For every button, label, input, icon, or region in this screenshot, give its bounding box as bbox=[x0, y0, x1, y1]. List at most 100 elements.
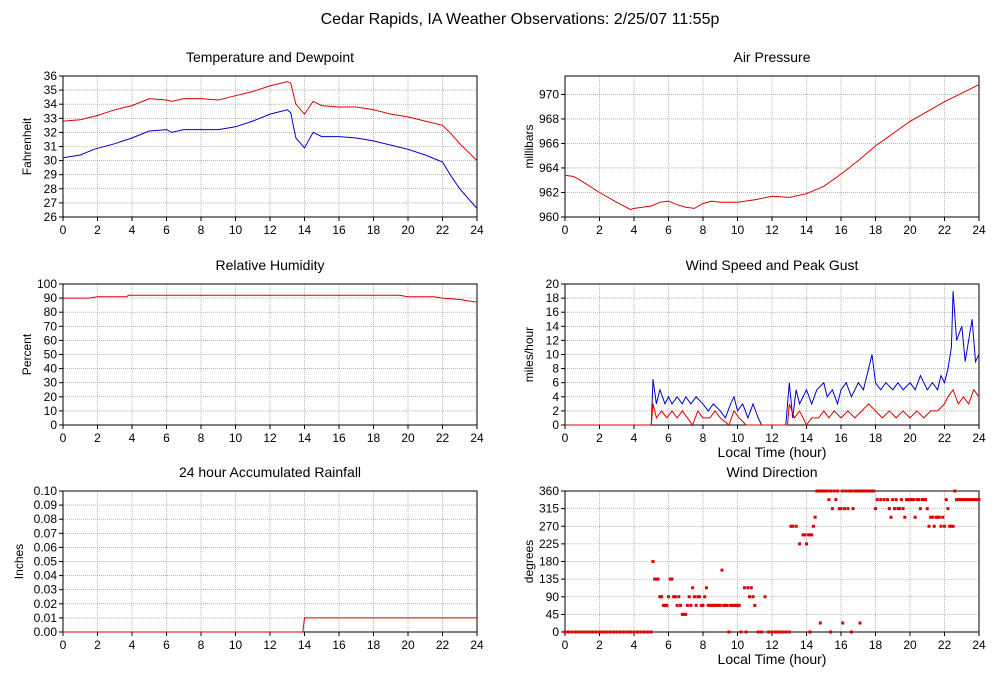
x-tick-label: 12 bbox=[765, 223, 779, 237]
y-tick-label: 16 bbox=[546, 305, 560, 319]
data-point bbox=[860, 489, 864, 493]
data-point bbox=[961, 498, 965, 502]
data-point bbox=[756, 630, 760, 634]
data-point bbox=[789, 524, 793, 528]
x-tick-label: 8 bbox=[700, 431, 707, 445]
data-point bbox=[675, 603, 679, 607]
x-tick-label: 10 bbox=[229, 431, 243, 445]
data-point bbox=[570, 630, 574, 634]
y-tick-label: 45 bbox=[546, 607, 560, 621]
x-tick-label: 10 bbox=[731, 431, 745, 445]
data-point bbox=[934, 515, 938, 519]
data-point bbox=[722, 603, 726, 607]
data-point bbox=[967, 498, 971, 502]
x-tick-label: 20 bbox=[903, 638, 917, 652]
data-point bbox=[770, 630, 774, 634]
x-tick-label: 14 bbox=[298, 638, 312, 652]
x-tick-label: 16 bbox=[332, 638, 346, 652]
series-line-0 bbox=[565, 291, 980, 426]
y-tick-label: 0.09 bbox=[34, 498, 58, 512]
data-point bbox=[841, 621, 845, 625]
data-point bbox=[611, 630, 615, 634]
data-point bbox=[767, 630, 771, 634]
y-tick-label: 90 bbox=[44, 291, 58, 305]
data-point bbox=[679, 603, 683, 607]
data-point bbox=[808, 630, 812, 634]
data-point bbox=[566, 630, 570, 634]
data-point bbox=[863, 489, 867, 493]
x-tick-label: 24 bbox=[972, 431, 986, 445]
y-tick-label: 966 bbox=[539, 136, 559, 150]
data-point bbox=[727, 630, 731, 634]
data-point bbox=[953, 489, 957, 493]
x-tick-label: 8 bbox=[198, 638, 205, 652]
data-point bbox=[974, 498, 978, 502]
y-tick-label: 0.04 bbox=[34, 569, 58, 583]
data-point bbox=[748, 595, 752, 599]
data-point bbox=[615, 630, 619, 634]
data-point bbox=[704, 586, 708, 590]
y-tick-label: 0 bbox=[50, 418, 57, 432]
x-tick-label: 10 bbox=[229, 223, 243, 237]
data-point bbox=[703, 595, 707, 599]
x-tick-label: 12 bbox=[765, 431, 779, 445]
data-point bbox=[673, 595, 677, 599]
x-tick-label: 2 bbox=[94, 638, 101, 652]
data-point bbox=[708, 603, 712, 607]
data-point bbox=[694, 603, 698, 607]
x-tick-label: 2 bbox=[94, 431, 101, 445]
data-point bbox=[908, 498, 912, 502]
data-point bbox=[642, 630, 646, 634]
plot-frame bbox=[62, 75, 478, 218]
data-point bbox=[725, 603, 729, 607]
data-point bbox=[692, 595, 696, 599]
data-point bbox=[577, 630, 581, 634]
data-point bbox=[832, 489, 836, 493]
data-point bbox=[868, 489, 872, 493]
y-tick-label: 0.01 bbox=[34, 611, 58, 625]
y-tick-label: 30 bbox=[44, 154, 58, 168]
data-point bbox=[975, 498, 979, 502]
data-point bbox=[732, 603, 736, 607]
data-point bbox=[894, 498, 898, 502]
data-point bbox=[667, 595, 670, 599]
y-tick-label: 18 bbox=[546, 291, 560, 305]
data-point bbox=[968, 498, 972, 502]
data-point bbox=[899, 498, 903, 502]
data-point bbox=[956, 498, 960, 502]
x-tick-label: 2 bbox=[596, 638, 603, 652]
data-point bbox=[849, 630, 853, 634]
data-point bbox=[808, 533, 812, 537]
data-point bbox=[801, 533, 805, 537]
data-point bbox=[791, 524, 795, 528]
data-point bbox=[737, 603, 741, 607]
data-point bbox=[948, 524, 952, 528]
chart-title: Wind Speed and Peak Gust bbox=[686, 257, 859, 273]
data-point bbox=[915, 498, 919, 502]
y-tick-label: 14 bbox=[546, 319, 560, 333]
data-point bbox=[901, 507, 905, 511]
y-tick-label: 0 bbox=[552, 625, 559, 639]
data-point bbox=[844, 489, 848, 493]
y-tick-label: 960 bbox=[539, 210, 559, 224]
data-point bbox=[870, 489, 874, 493]
y-tick-label: 968 bbox=[539, 112, 559, 126]
data-point bbox=[825, 489, 829, 493]
x-tick-label: 18 bbox=[367, 223, 381, 237]
data-point bbox=[805, 542, 808, 546]
data-point bbox=[830, 507, 834, 511]
chart-title: Temperature and Dewpoint bbox=[186, 49, 354, 65]
data-point bbox=[687, 595, 691, 599]
y-tick-label: 34 bbox=[44, 97, 58, 111]
x-tick-label: 10 bbox=[731, 223, 745, 237]
data-point bbox=[810, 533, 814, 537]
data-point bbox=[879, 498, 883, 502]
y-axis-label: Percent bbox=[20, 333, 34, 375]
data-point bbox=[580, 630, 584, 634]
y-tick-label: 50 bbox=[44, 348, 58, 362]
data-point bbox=[905, 498, 909, 502]
x-tick-label: 0 bbox=[562, 431, 569, 445]
data-point bbox=[898, 507, 902, 511]
